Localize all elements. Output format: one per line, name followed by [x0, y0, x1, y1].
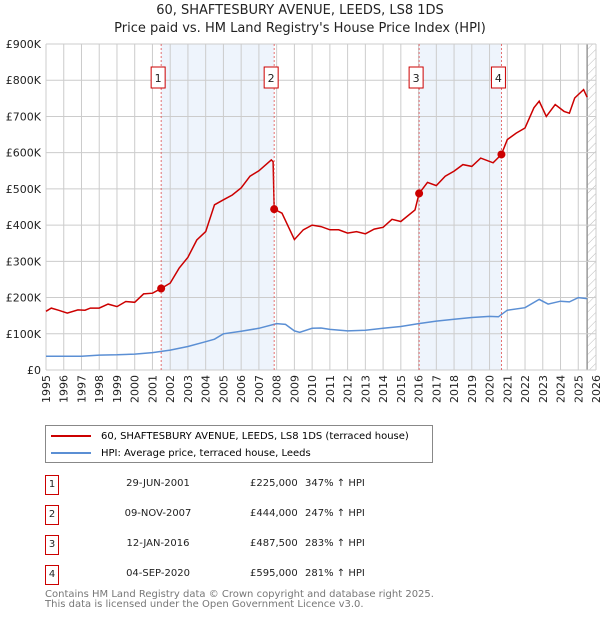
x-tick-label: 2022 [519, 375, 532, 403]
sale-hpi-change: 247% ↑ HPI [305, 508, 365, 519]
hpi-line [46, 296, 588, 357]
x-tick-label: 1995 [40, 375, 53, 403]
sale-price: £595,000 [250, 568, 298, 579]
x-tick-label: 2023 [537, 375, 550, 403]
footer-licence: This data is licensed under the Open Gov… [45, 599, 364, 610]
x-tick-label: 2020 [484, 375, 497, 403]
x-tick-label: 2009 [288, 375, 301, 403]
x-tick-label: 2026 [590, 375, 600, 403]
y-tick-label: £900K [6, 38, 42, 51]
x-tick-label: 2008 [271, 375, 284, 403]
sale-row: 2 09-NOV-2007 £444,000 247% ↑ HPI [45, 505, 465, 525]
sale-row: 1 29-JUN-2001 £225,000 347% ↑ HPI [45, 475, 465, 495]
sale-number-label: 2 [268, 72, 275, 85]
x-tick-label: 2015 [395, 375, 408, 403]
y-tick-label: £100K [6, 328, 42, 341]
x-tick-label: 2012 [342, 375, 355, 403]
sale-price: £225,000 [250, 478, 298, 489]
x-tick-label: 1999 [111, 375, 124, 403]
sale-number: 4 [45, 565, 59, 585]
x-tick-label: 2017 [430, 375, 443, 403]
sale-number-box [408, 66, 424, 89]
sale-number-label: 1 [155, 72, 162, 85]
x-tick-label: 2003 [182, 375, 195, 403]
x-tick-label: 2025 [572, 375, 585, 403]
sale-row: 3 12-JAN-2016 £487,500 283% ↑ HPI [45, 535, 465, 555]
y-tick-label: £300K [6, 255, 42, 268]
x-tick-label: 2001 [146, 375, 159, 403]
sale-point [270, 205, 279, 214]
x-tick-label: 2006 [235, 375, 248, 403]
legend-label-hpi: HPI: Average price, terraced house, Leed… [101, 447, 311, 459]
y-tick-label: £500K [6, 183, 42, 196]
sale-hpi-change: 281% ↑ HPI [305, 568, 365, 579]
x-tick-label: 2014 [377, 375, 390, 403]
x-tick-label: 1997 [75, 375, 88, 403]
price-chart: 1995 1996 1997 1998 1999 2000 2001 2002 2003 2004… [6, 38, 600, 403]
x-tick-label: 2024 [555, 375, 568, 403]
sale-number: 3 [45, 535, 59, 555]
legend: 60, SHAFTESBURY AVENUE, LEEDS, LS8 1DS (… [45, 425, 433, 463]
sale-number: 1 [45, 475, 59, 495]
x-tick-label: 2010 [306, 375, 319, 403]
x-tick-label: 2021 [501, 375, 514, 403]
x-tick-label: 2018 [448, 375, 461, 403]
x-tick-label: 2007 [253, 375, 266, 403]
shaded-ownership-period [419, 44, 502, 370]
legend-label-property: 60, SHAFTESBURY AVENUE, LEEDS, LS8 1DS (… [101, 430, 409, 442]
sale-number: 2 [45, 505, 59, 525]
sale-hpi-change: 347% ↑ HPI [305, 478, 365, 489]
x-tick-label: 2000 [129, 375, 142, 403]
legend-item-hpi: HPI: Average price, terraced house, Leed… [51, 445, 311, 461]
sale-point [415, 189, 424, 198]
hatched-future-region [587, 44, 596, 370]
y-tick-label: £600K [6, 147, 42, 160]
legend-swatch-blue [51, 452, 91, 454]
sale-number-box [150, 66, 166, 89]
y-tick-label: £400K [6, 219, 42, 232]
sale-price: £487,500 [250, 538, 298, 549]
x-tick-label: 2004 [200, 375, 213, 403]
sale-date: 29-JUN-2001 [126, 478, 190, 489]
y-tick-label: £0 [27, 364, 41, 377]
chart-subtitle: Price paid vs. HM Land Registry's House … [114, 21, 486, 36]
y-tick-label: £800K [6, 74, 42, 87]
sale-row: 4 04-SEP-2020 £595,000 281% ↑ HPI [45, 565, 465, 585]
sale-date: 12-JAN-2016 [126, 538, 190, 549]
sale-price: £444,000 [250, 508, 298, 519]
y-tick-label: £200K [6, 292, 42, 305]
x-tick-label: 2002 [164, 375, 177, 403]
legend-item-property: 60, SHAFTESBURY AVENUE, LEEDS, LS8 1DS (… [51, 428, 409, 444]
x-tick-label: 2016 [413, 375, 426, 403]
x-tick-label: 1996 [58, 375, 71, 403]
sale-number-label: 4 [495, 72, 502, 85]
legend-swatch-red [51, 435, 91, 437]
x-tick-label: 2013 [359, 375, 372, 403]
sale-number-label: 3 [413, 72, 420, 85]
sale-number-box [263, 66, 279, 89]
x-tick-label: 1998 [93, 375, 106, 403]
property-price-line [45, 88, 588, 314]
sale-date: 04-SEP-2020 [126, 568, 190, 579]
x-tick-label: 2011 [324, 375, 337, 403]
footer-copyright: Contains HM Land Registry data © Crown c… [45, 589, 434, 600]
chart-title: 60, SHAFTESBURY AVENUE, LEEDS, LS8 1DS [156, 3, 444, 18]
sale-date: 09-NOV-2007 [124, 508, 192, 519]
x-tick-label: 2019 [466, 375, 479, 403]
sale-hpi-change: 283% ↑ HPI [305, 538, 365, 549]
y-tick-label: £700K [6, 110, 42, 123]
sale-point [497, 150, 506, 159]
shaded-ownership-period [161, 44, 275, 370]
x-tick-label: 2005 [217, 375, 230, 403]
sale-number-box [490, 66, 506, 89]
sale-point [157, 284, 166, 293]
